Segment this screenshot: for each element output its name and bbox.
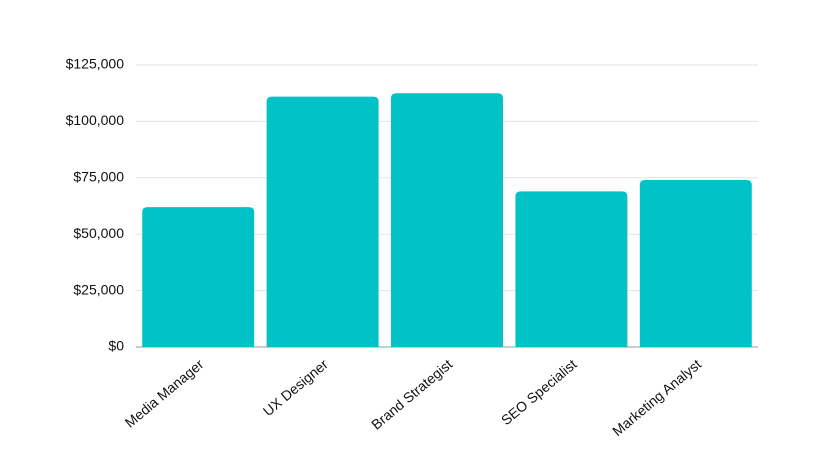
x-tick-label: UX Designer xyxy=(260,356,331,419)
bar xyxy=(515,191,628,347)
x-tick-label: Marketing Analyst xyxy=(609,356,704,439)
y-tick-label: $25,000 xyxy=(73,281,124,297)
y-tick-label: $0 xyxy=(108,338,124,354)
x-tick-label: Brand Strategist xyxy=(368,356,455,433)
y-tick-label: $50,000 xyxy=(73,225,124,241)
x-tick-label: SEO Specialist xyxy=(498,356,580,428)
y-tick-label: $100,000 xyxy=(66,112,125,128)
bar xyxy=(391,93,503,347)
y-tick-label: $125,000 xyxy=(66,56,125,72)
bar xyxy=(266,96,379,347)
bar xyxy=(639,180,752,347)
x-tick-label: Media Manager xyxy=(122,356,207,431)
y-tick-label: $75,000 xyxy=(73,169,124,185)
bar xyxy=(142,207,255,347)
